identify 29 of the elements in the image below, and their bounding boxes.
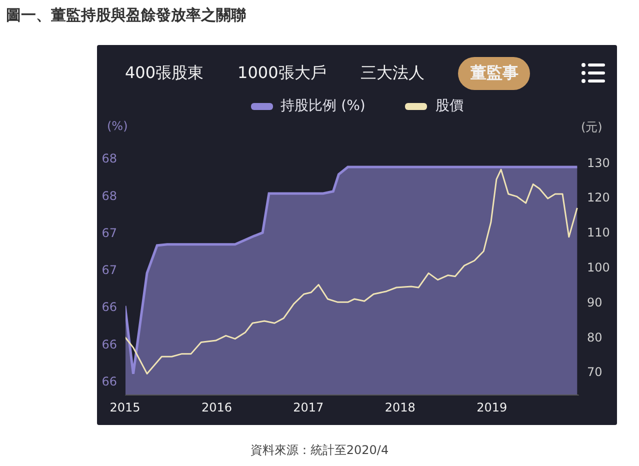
y-tick-label: 68 (102, 152, 117, 166)
x-tick-label: 2016 (201, 400, 232, 415)
y-tick-label: 68 (102, 188, 117, 203)
y2-tick-label: 90 (587, 295, 602, 310)
x-tick-label: 2017 (293, 400, 324, 415)
x-tick-label: 2015 (110, 400, 140, 415)
text: 三大法人 (360, 62, 424, 84)
y2-tick-label: 110 (587, 226, 610, 240)
legend-label: 持股比例 (%) (280, 97, 366, 115)
y2-axis-title: (元) (581, 119, 602, 136)
y-tick-label: 66 (102, 374, 117, 388)
y-tick-label: 66 (102, 337, 117, 352)
legend-label: 股價 (435, 97, 464, 115)
text: 400張股東 (125, 62, 204, 84)
y2-tick-label: 70 (587, 365, 602, 380)
y2-tick-label: 80 (587, 330, 602, 344)
text: 1000張大戶 (238, 62, 326, 84)
y2-tick-label: 130 (587, 156, 610, 170)
chart-title: 圖一、董監持股與盈餘發放率之關聯 (6, 6, 246, 25)
source-note: 資料來源：統計至2020/4 (249, 442, 390, 459)
x-tick-label: 2018 (384, 400, 416, 415)
y-tick-label: 66 (102, 300, 117, 314)
y-tick-label: 67 (102, 226, 117, 240)
y2-tick-label: 100 (587, 260, 610, 275)
y-tick-label: 67 (102, 263, 117, 278)
text: 董監事 (458, 56, 530, 90)
y2-tick-label: 120 (587, 190, 610, 205)
x-tick-label: 2019 (476, 400, 508, 415)
y-axis-title: (%) (107, 119, 128, 133)
